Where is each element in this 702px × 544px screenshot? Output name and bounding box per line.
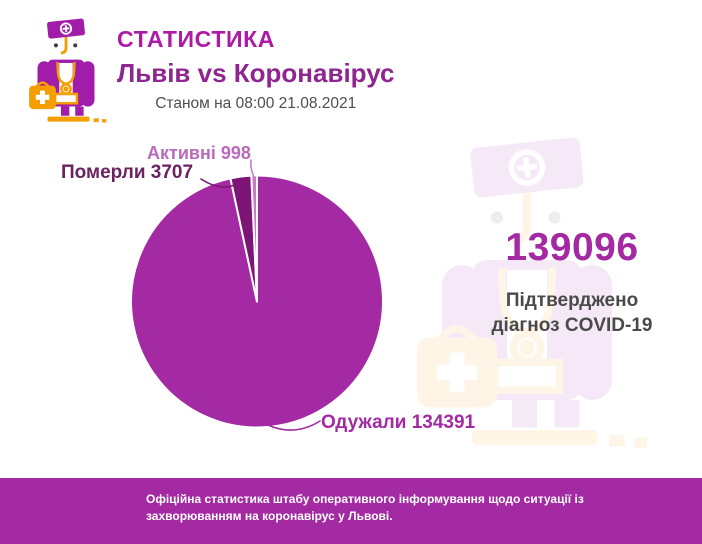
pie-label-active: Активні 998 [147,143,251,163]
pie-label-recovered: Одужали 134391 [321,412,476,433]
header: СТАТИСТИКА Львів vs Коронавірус Станом н… [117,26,395,112]
confirmed-stats: 139096 Підтверджено діагноз COVID-19 [442,228,702,338]
pie-label-died: Померли 3707 [61,162,194,183]
date-label: Станом на 08:00 21.08.2021 [155,94,357,112]
confirmed-caption-line2: діагноз COVID-19 [491,315,653,337]
pie-slice-active [250,174,258,303]
pie-slices [130,174,385,429]
leader-line-died [200,178,241,188]
leader-line-recovered [267,420,321,431]
page-title: СТАТИСТИКА [117,26,275,52]
confirmed-caption: Підтверджено діагноз COVID-19 [442,288,702,338]
confirmed-total: 139096 [505,226,639,269]
leader-line-active [249,159,255,179]
page-subtitle: Львів vs Коронавірус [117,58,395,89]
leader-lines [200,159,321,431]
confirmed-caption-line1: Підтверджено [505,290,639,311]
footer-bar: Офіційна статистика штабу оперативного і… [0,478,702,544]
footer-text: Офіційна статистика штабу оперативного і… [146,492,584,524]
